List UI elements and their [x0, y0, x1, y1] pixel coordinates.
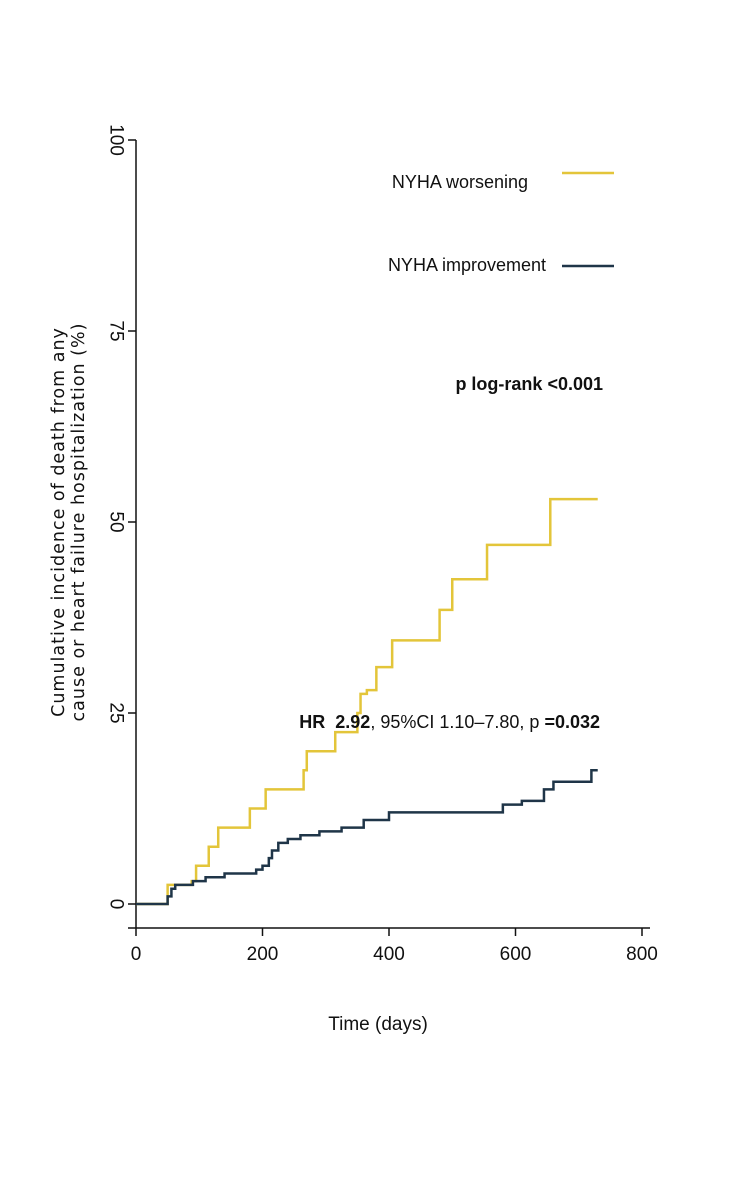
series-line-improvement: [136, 769, 598, 906]
hr-value: 2.92: [335, 712, 370, 732]
x-axis-label: Time (days): [328, 1014, 428, 1035]
p-value: =0.032: [544, 712, 600, 732]
series-layer: [136, 497, 598, 906]
x-tick-label: 600: [500, 944, 532, 965]
legend: NYHA worsening NYHA improvement: [388, 171, 614, 275]
y-axis-label-2: cause or heart failure hospitalization (…: [69, 323, 89, 722]
legend-label-worsening: NYHA worsening: [392, 172, 528, 192]
y-axis-label-line-1: Cumulative incidence of death from any: [49, 327, 69, 717]
y-tick-label: 0: [105, 899, 126, 910]
y-tick-label: 50: [105, 511, 126, 532]
x-ticks: 0 200 400 600 800: [131, 928, 658, 965]
y-tick-label: 100: [105, 124, 126, 156]
y-axis-label-line-2: cause or heart failure hospitalization (…: [69, 323, 89, 722]
series-line-worsening: [136, 497, 598, 906]
legend-label-improvement: NYHA improvement: [388, 255, 546, 275]
y-tick-label: 25: [105, 702, 126, 723]
axes: 0 25 50 75 100 0 200 400 600 800: [105, 124, 658, 965]
y-ticks: 0 25 50 75 100: [105, 124, 136, 909]
ci-text: , 95%CI 1.10–7.80, p: [370, 712, 544, 732]
x-tick-label: 200: [247, 944, 279, 965]
hazard-ratio-annotation: HR 2.92, 95%CI 1.10–7.80, p =0.032: [299, 712, 600, 732]
x-tick-label: 0: [131, 944, 142, 965]
x-tick-label: 800: [626, 944, 658, 965]
y-axis-label: Cumulative incidence of death from any: [49, 327, 69, 717]
logrank-pvalue: p log-rank <0.001: [455, 374, 603, 394]
hr-label: HR: [299, 712, 325, 732]
y-tick-label: 75: [105, 320, 126, 341]
x-tick-label: 400: [373, 944, 405, 965]
